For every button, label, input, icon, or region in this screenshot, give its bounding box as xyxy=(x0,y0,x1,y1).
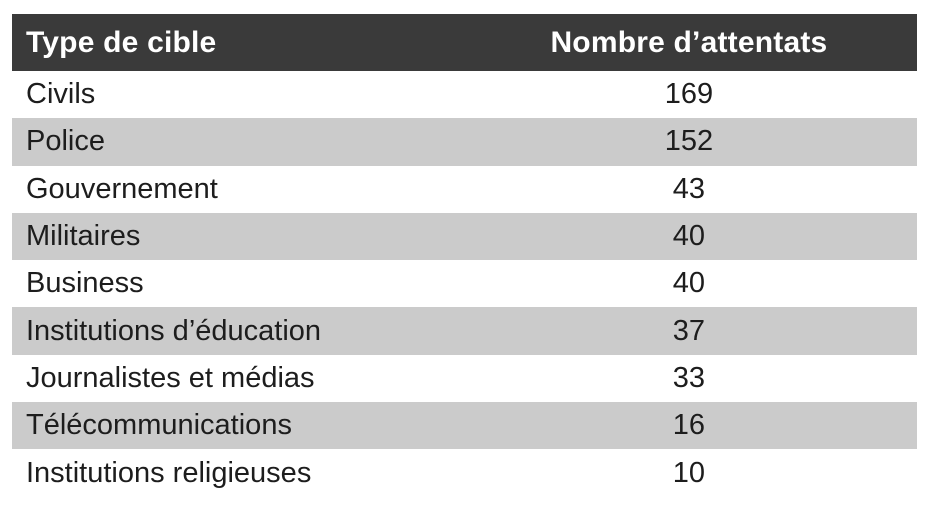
table-header-row: Type de cible Nombre d’attentats xyxy=(12,14,917,71)
table-row: Télécommunications 16 xyxy=(12,402,917,450)
target-type-cell: Militaires xyxy=(26,220,141,253)
attack-count-cell: 40 xyxy=(672,220,706,253)
table-row: Institutions religieuses 10 xyxy=(12,449,917,497)
attack-count-cell: 40 xyxy=(672,267,706,300)
target-type-cell: Télécommunications xyxy=(26,409,292,442)
table-row: Business 40 xyxy=(12,260,917,308)
target-type-cell: Journalistes et médias xyxy=(26,361,315,394)
table-row: Militaires 40 xyxy=(12,212,917,261)
target-type-cell: Civils xyxy=(26,78,96,111)
table-row: Institutions d’éducation 37 xyxy=(12,307,917,355)
attack-count-cell: 37 xyxy=(672,314,706,347)
table-row: Civils 169 xyxy=(12,71,917,119)
target-type-cell: Police xyxy=(26,125,105,158)
table-row: Gouvernement 43 xyxy=(12,165,917,213)
target-type-cell: Institutions d’éducation xyxy=(26,314,322,347)
attack-count-cell: 33 xyxy=(672,361,706,394)
table-row: Journalistes et médias 33 xyxy=(12,354,917,403)
attacks-by-target-table: Type de cible Nombre d’attentats Civils … xyxy=(12,14,917,497)
attack-count-cell: 152 xyxy=(664,125,714,158)
column-header-target-type: Type de cible xyxy=(26,25,217,59)
attack-count-cell: 169 xyxy=(664,78,714,111)
attack-count-cell: 43 xyxy=(672,172,706,205)
attack-count-cell: 10 xyxy=(672,456,706,489)
target-type-cell: Business xyxy=(26,267,144,300)
attack-count-cell: 16 xyxy=(672,409,706,442)
target-type-cell: Gouvernement xyxy=(26,172,218,205)
column-header-attack-count: Nombre d’attentats xyxy=(550,25,828,59)
table-row: Police 152 xyxy=(12,118,917,166)
target-type-cell: Institutions religieuses xyxy=(26,456,312,489)
